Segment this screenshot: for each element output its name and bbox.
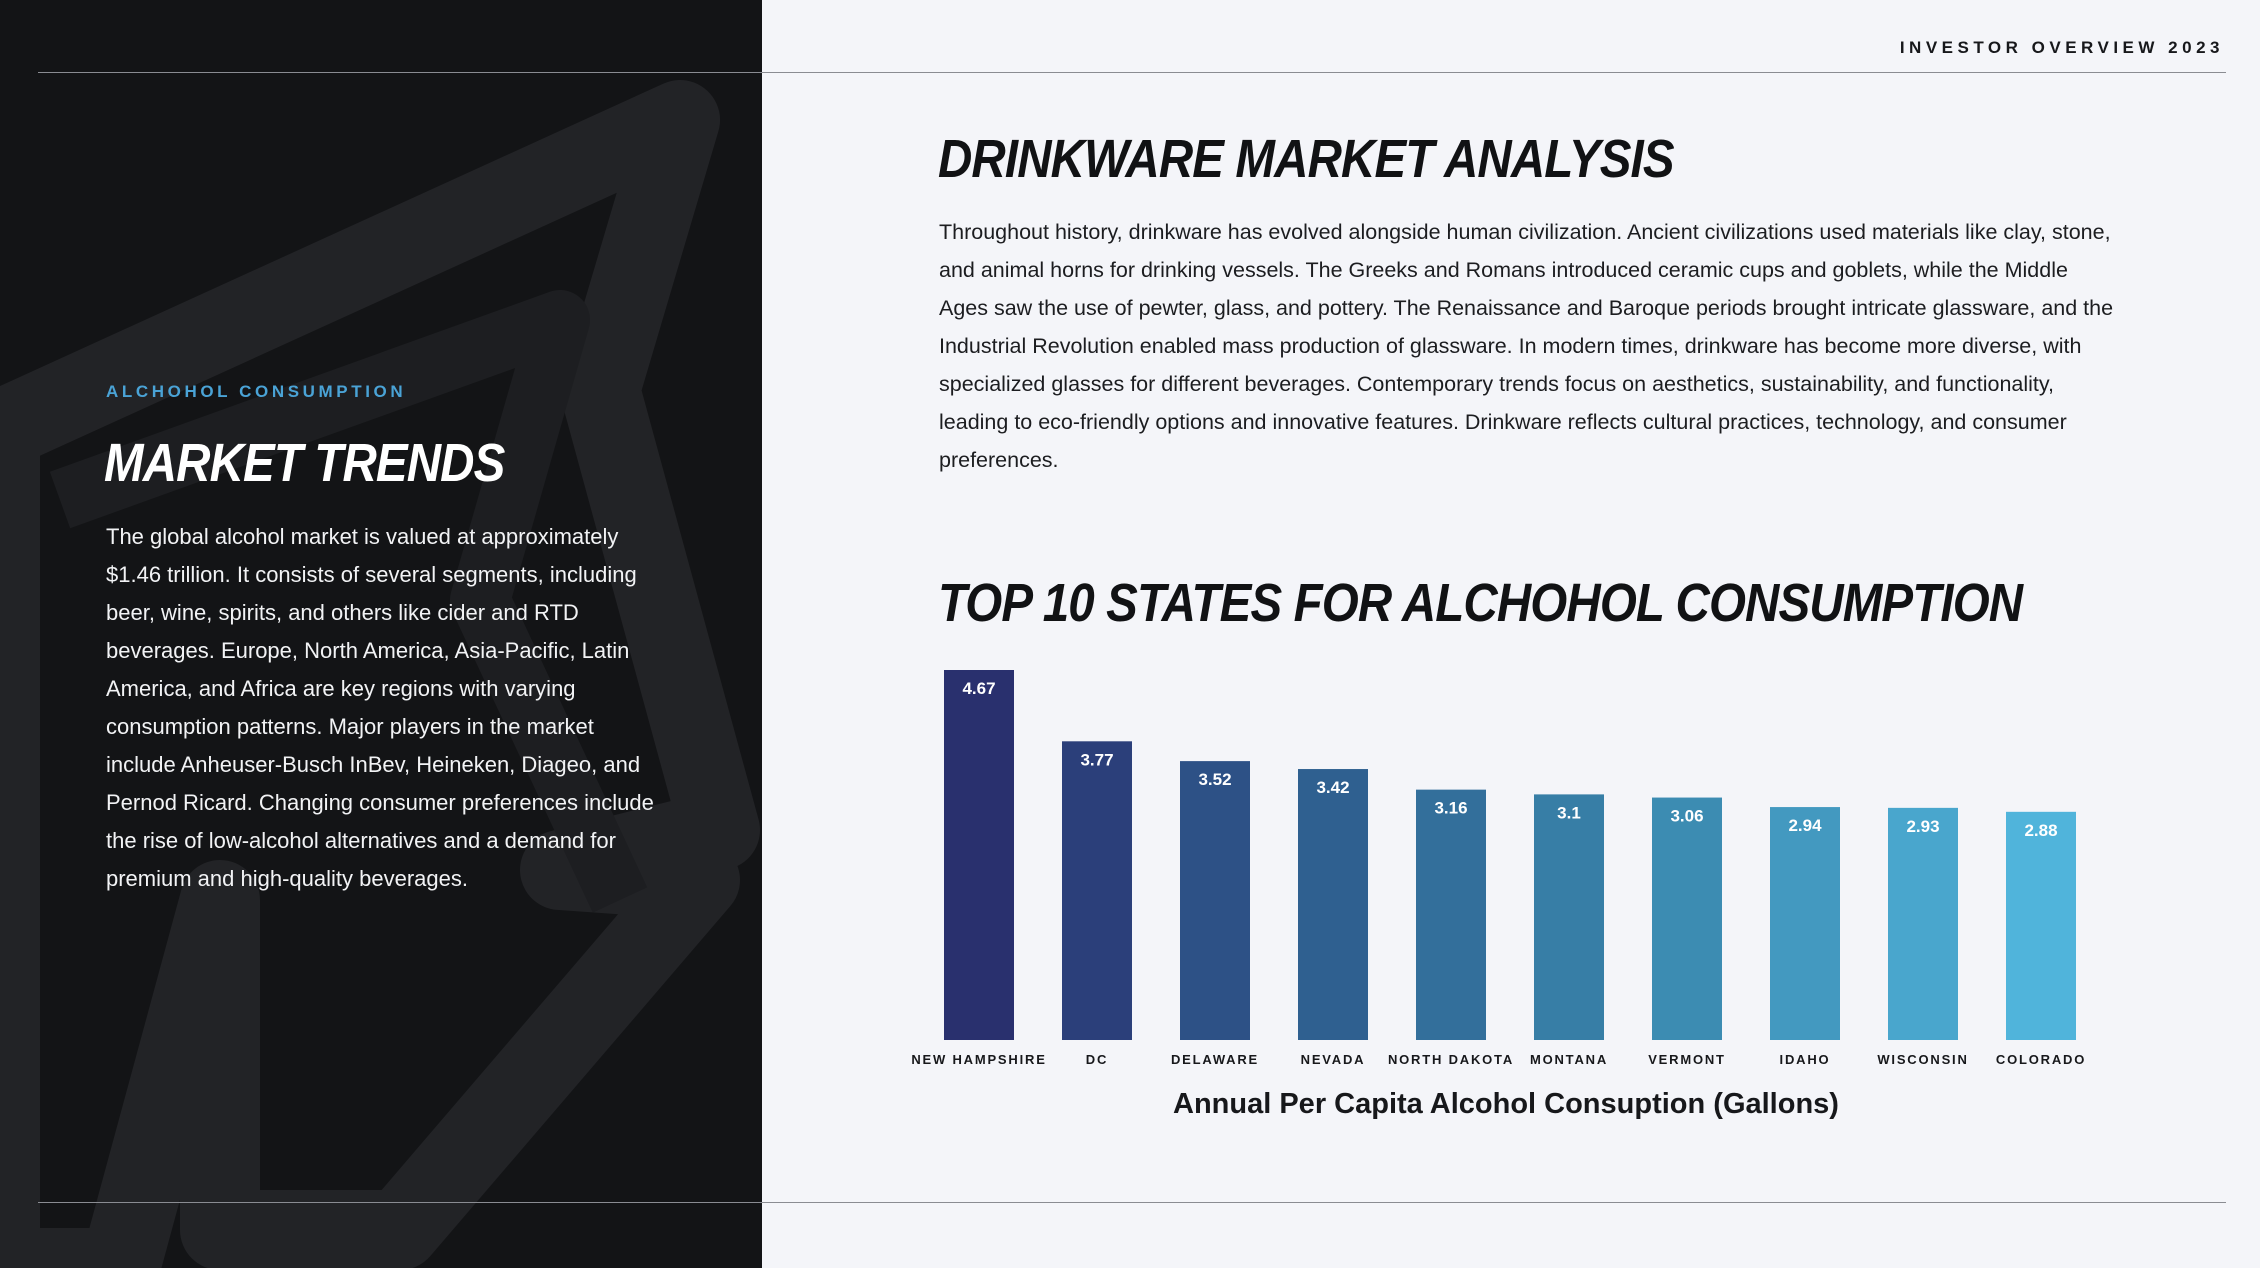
- category-tick-label: VERMONT: [1648, 1052, 1726, 1067]
- bar-value-label: 3.06: [1670, 807, 1703, 826]
- bar-colorado: [2006, 811, 2076, 1040]
- left-panel: ALCHOHOL CONSUMPTION MARKET TRENDS The g…: [0, 0, 762, 1268]
- bar-nevada: [1298, 769, 1368, 1040]
- bar-vermont: [1652, 797, 1722, 1040]
- bar-chart: 4.67 NEW HAMPSHIRE 3.77 DC 3.52 DELAWARE 3.42 N…: [911, 670, 2086, 1067]
- analysis-title: DRINKWARE MARKET ANALYSIS: [938, 129, 1675, 189]
- bar-value-label: 3.52: [1198, 770, 1231, 789]
- category-tick-label: NEW HAMPSHIRE: [911, 1052, 1046, 1067]
- bar-delaware: [1180, 761, 1250, 1040]
- bar-value-label: 3.42: [1316, 778, 1349, 797]
- bar-new-hampshire: [944, 670, 1014, 1040]
- category-tick-label: DC: [1086, 1052, 1108, 1067]
- bar-idaho: [1770, 807, 1840, 1040]
- category-tick-label: NORTH DAKOTA: [1388, 1052, 1514, 1067]
- bar-value-label: 3.1: [1557, 803, 1581, 822]
- section-body: The global alcohol market is valued at a…: [106, 524, 654, 891]
- top-divider: [38, 72, 2226, 73]
- category-tick-label: WISCONSIN: [1877, 1052, 1968, 1067]
- bar-value-label: 2.88: [2024, 821, 2057, 840]
- bar-north-dakota: [1416, 789, 1486, 1040]
- section-kicker: ALCHOHOL CONSUMPTION: [106, 382, 407, 401]
- category-tick-label: DELAWARE: [1171, 1052, 1259, 1067]
- bar-value-label: 4.67: [962, 679, 995, 698]
- category-tick-label: MONTANA: [1530, 1052, 1608, 1067]
- bar-value-label: 2.94: [1788, 816, 1822, 835]
- category-tick-label: IDAHO: [1780, 1052, 1831, 1067]
- bar-value-label: 3.77: [1080, 750, 1113, 769]
- background-logo-watermark: [0, 80, 760, 1268]
- bottom-divider: [38, 1202, 2226, 1203]
- bar-montana: [1534, 794, 1604, 1040]
- chart-x-axis-label: Annual Per Capita Alcohol Consuption (Ga…: [1173, 1088, 1839, 1120]
- analysis-body: Throughout history, drinkware has evolve…: [939, 220, 2114, 472]
- bar-value-label: 3.16: [1434, 799, 1467, 818]
- bar-wisconsin: [1888, 807, 1958, 1040]
- category-tick-label: COLORADO: [1996, 1052, 2086, 1067]
- bar-value-label: 2.93: [1906, 817, 1939, 836]
- header-label: INVESTOR OVERVIEW 2023: [1899, 38, 2224, 57]
- bar-dc: [1062, 741, 1132, 1040]
- section-title: MARKET TRENDS: [104, 433, 505, 493]
- chart-title: TOP 10 STATES FOR ALCHOHOL CONSUMPTION: [938, 573, 2023, 633]
- category-tick-label: NEVADA: [1301, 1052, 1366, 1067]
